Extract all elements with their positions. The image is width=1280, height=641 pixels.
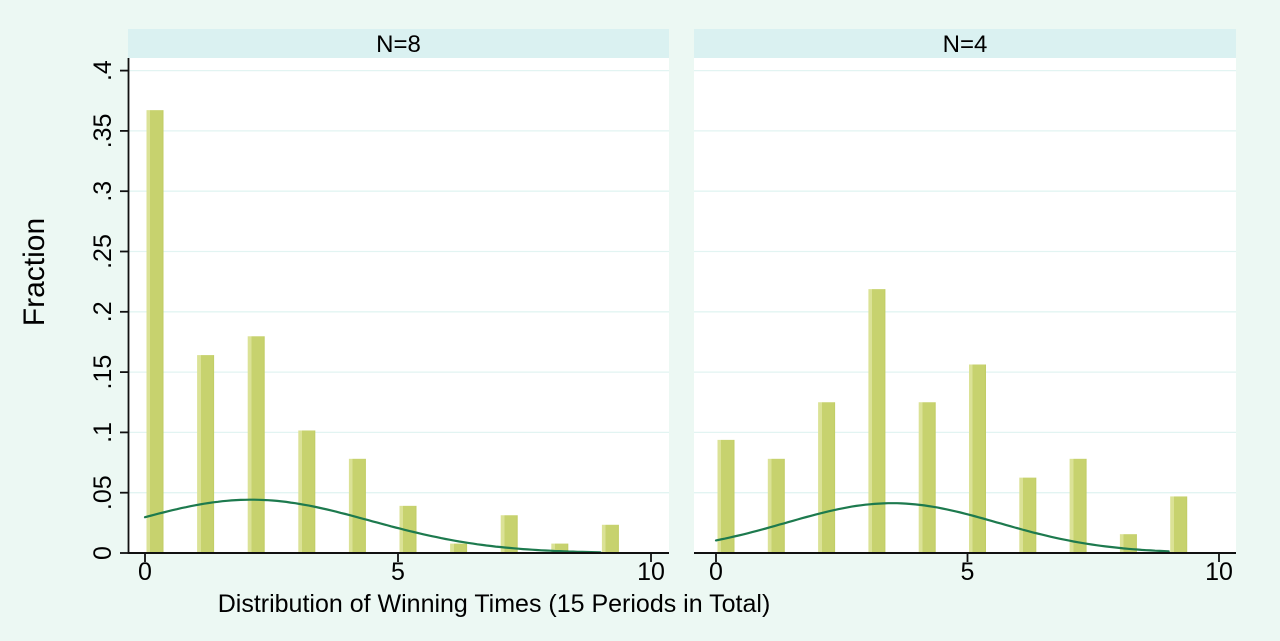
x-tick-label: 10: [1205, 558, 1233, 586]
histogram-bar: [918, 402, 936, 553]
histogram-bar: [601, 524, 619, 553]
panels-group: N=8 0 5 10 0 .05 .1 .15 .2 .25 .3 .35 .4 N=4 0 5 10: [89, 29, 1236, 586]
x-tick-label: 0: [138, 558, 152, 586]
y-tick-label: .05: [89, 475, 117, 510]
histogram-bar: [450, 543, 468, 553]
y-tick-label: .35: [89, 114, 117, 149]
histogram-bar: [868, 289, 886, 553]
histogram-bar: [969, 364, 986, 553]
y-tick-label: .2: [89, 301, 117, 322]
x-tick-label: 5: [391, 558, 405, 586]
histogram-bar: [399, 505, 417, 553]
y-tick-label: .1: [89, 422, 117, 443]
y-tick-label: .25: [89, 234, 117, 269]
y-tick-label: .15: [89, 355, 117, 390]
x-tick-label: 10: [637, 558, 665, 586]
panel-header-label: N=8: [376, 31, 421, 58]
panel-N=8: N=8 0 5 10 0 .05 .1 .15 .2 .25 .3 .35 .4: [89, 29, 669, 586]
histogram-bar: [146, 110, 164, 553]
panel-header-band: [128, 29, 669, 58]
panel-header-label: N=4: [943, 31, 988, 58]
histogram-bar: [1069, 458, 1087, 553]
histogram-bar: [197, 355, 215, 553]
panel-header-band: [694, 29, 1236, 58]
plot-area: [128, 58, 669, 553]
normal-curve: [714, 502, 1170, 553]
panel-N=4: N=4 0 5 10: [694, 29, 1236, 586]
y-tick-label: .4: [89, 60, 117, 81]
histogram-bar: [551, 543, 569, 553]
histogram-bar: [1019, 477, 1037, 553]
histogram-bar: [767, 458, 785, 553]
histogram-bar: [500, 515, 518, 553]
y-tick-label: .3: [89, 181, 117, 202]
histogram-bar: [348, 458, 366, 553]
histogram-bar: [818, 402, 836, 553]
y-tick-label: 0: [89, 546, 117, 560]
histogram-bar: [717, 439, 735, 553]
x-tick-label: 5: [961, 558, 975, 586]
x-axis-title: Distribution of Winning Times (15 Period…: [218, 590, 771, 618]
x-tick-label: 0: [709, 558, 723, 586]
normal-curve: [143, 498, 602, 554]
y-axis-title: Fraction: [18, 218, 51, 326]
histogram-bar: [298, 430, 316, 553]
histogram-bar: [1170, 496, 1188, 553]
histogram-bar: [247, 336, 265, 553]
